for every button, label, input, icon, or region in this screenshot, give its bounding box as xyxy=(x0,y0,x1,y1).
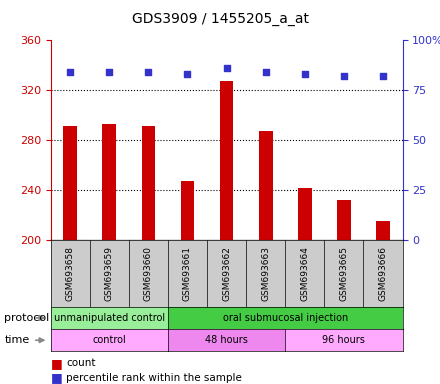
Text: GSM693666: GSM693666 xyxy=(378,246,388,301)
Text: 48 hours: 48 hours xyxy=(205,335,248,345)
Point xyxy=(106,69,113,75)
Bar xyxy=(298,189,312,240)
Bar xyxy=(337,200,351,240)
Point xyxy=(223,65,230,71)
Text: percentile rank within the sample: percentile rank within the sample xyxy=(66,373,242,383)
Point xyxy=(262,69,269,75)
Bar xyxy=(103,124,116,240)
Text: ■: ■ xyxy=(51,357,62,370)
Text: unmanipulated control: unmanipulated control xyxy=(54,313,165,323)
Text: protocol: protocol xyxy=(4,313,50,323)
Text: GSM693658: GSM693658 xyxy=(66,246,75,301)
Bar xyxy=(259,131,272,240)
Text: GSM693660: GSM693660 xyxy=(144,246,153,301)
Point xyxy=(145,69,152,75)
Text: GSM693659: GSM693659 xyxy=(105,246,114,301)
Bar xyxy=(63,126,77,240)
Text: GSM693664: GSM693664 xyxy=(301,246,309,301)
Point xyxy=(380,73,387,79)
Text: 96 hours: 96 hours xyxy=(323,335,365,345)
Bar xyxy=(181,181,194,240)
Bar xyxy=(220,81,234,240)
Point xyxy=(66,69,73,75)
Text: count: count xyxy=(66,358,95,368)
Point xyxy=(184,71,191,77)
Point xyxy=(341,73,348,79)
Text: GSM693662: GSM693662 xyxy=(222,246,231,301)
Text: control: control xyxy=(92,335,126,345)
Text: GSM693665: GSM693665 xyxy=(339,246,348,301)
Text: GSM693663: GSM693663 xyxy=(261,246,270,301)
Text: GSM693661: GSM693661 xyxy=(183,246,192,301)
Text: GDS3909 / 1455205_a_at: GDS3909 / 1455205_a_at xyxy=(132,13,308,26)
Point xyxy=(301,71,308,77)
Text: time: time xyxy=(4,335,29,345)
Text: oral submucosal injection: oral submucosal injection xyxy=(223,313,348,323)
Bar xyxy=(376,221,390,240)
Bar xyxy=(142,126,155,240)
Text: ■: ■ xyxy=(51,371,62,384)
